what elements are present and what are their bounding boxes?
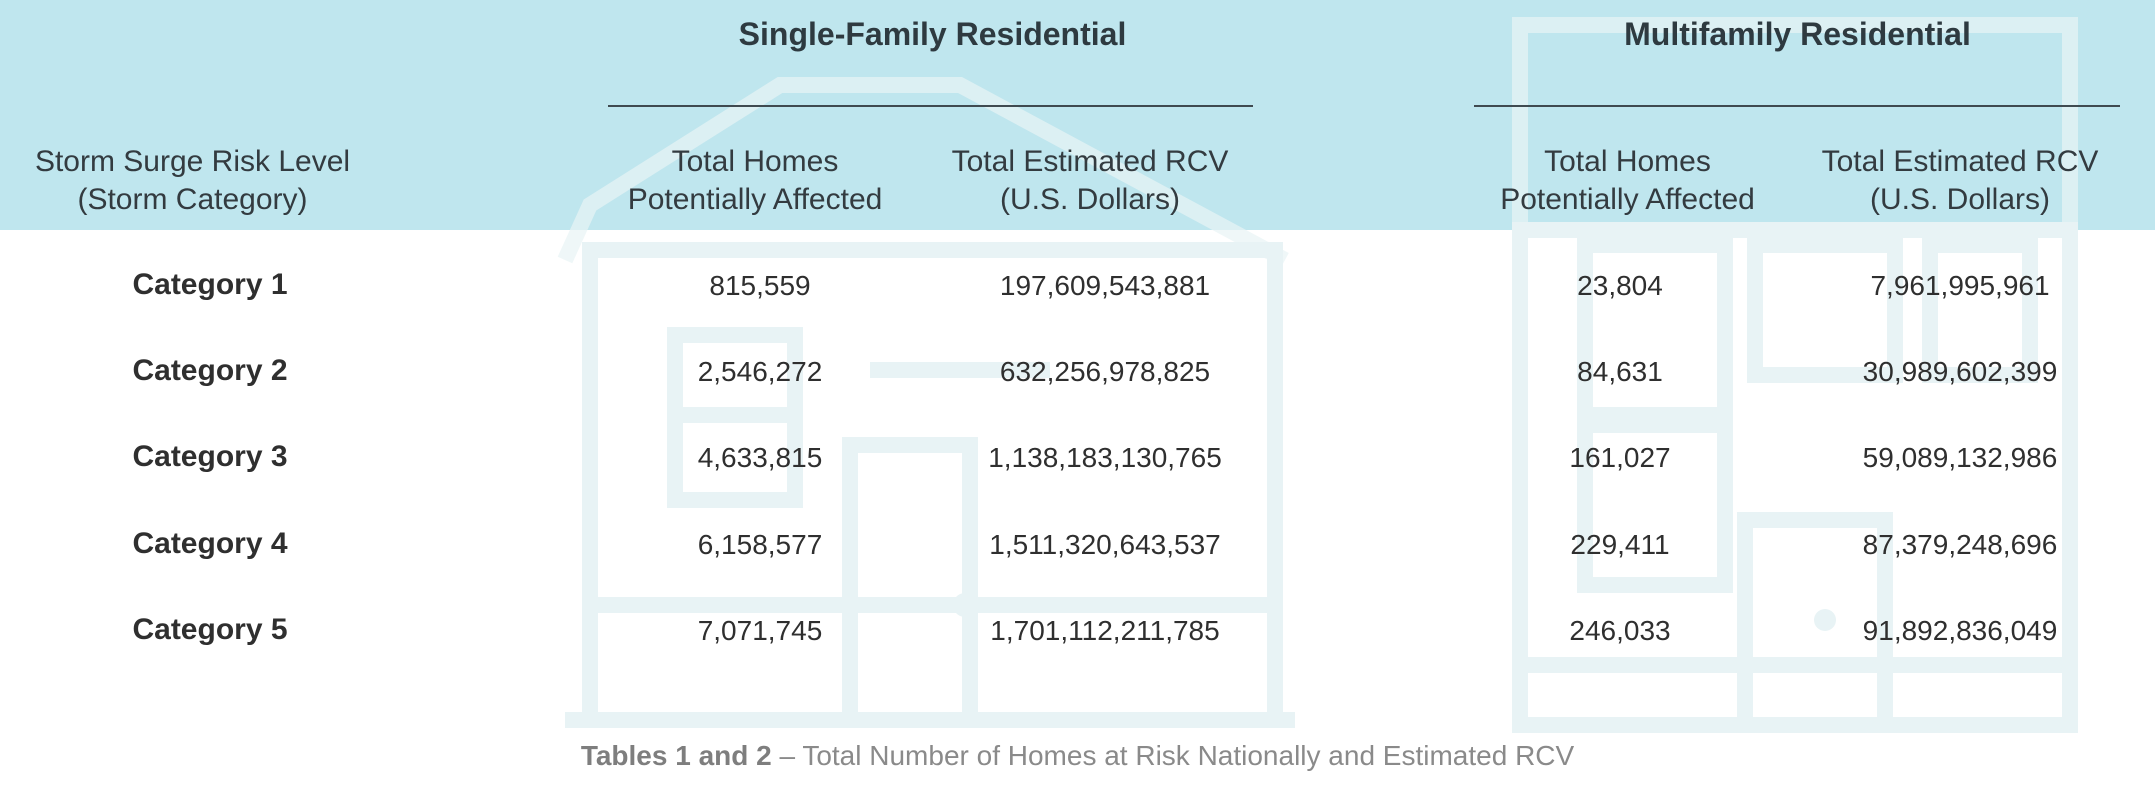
caption: Tables 1 and 2 – Total Number of Homes a… bbox=[0, 740, 2155, 772]
table-cell: 84,631 bbox=[1577, 356, 1663, 387]
table-cell: 87,379,248,696 bbox=[1862, 529, 2058, 560]
multifamily-house-illustration bbox=[1512, 17, 2078, 733]
table-cell: 23,804 bbox=[1577, 270, 1663, 301]
col-head-mf-homes: Total Homes Potentially Affected bbox=[1500, 145, 1755, 216]
row-label: Category 3 bbox=[132, 440, 288, 473]
table-cell: 30,989,602,399 bbox=[1862, 356, 2058, 387]
group-title-single-family: Single-Family Residential bbox=[738, 16, 1127, 52]
table-cell: 815,559 bbox=[709, 270, 811, 301]
table-cell: 59,089,132,986 bbox=[1862, 442, 2058, 473]
table-cell: 161,027 bbox=[1569, 442, 1671, 473]
table-cell: 4,633,815 bbox=[697, 442, 823, 473]
table-cell: 1,511,320,643,537 bbox=[989, 529, 1221, 560]
col-head-mf-rcv: Total Estimated RCV (U.S. Dollars) bbox=[1821, 145, 2099, 216]
table-cell: 632,256,978,825 bbox=[999, 356, 1211, 387]
table-cell: 6,158,577 bbox=[697, 529, 823, 560]
table-cell: 7,071,745 bbox=[697, 615, 823, 646]
header-band bbox=[0, 0, 2155, 230]
table-cell: 1,701,112,211,785 bbox=[990, 615, 1220, 646]
group-rule-multifamily bbox=[1474, 105, 2120, 107]
row-label: Category 4 bbox=[132, 527, 288, 560]
single-family-house-illustration bbox=[557, 77, 1295, 728]
row-label: Category 5 bbox=[132, 613, 288, 646]
group-rule-single-family bbox=[608, 105, 1253, 107]
row-label: Category 2 bbox=[132, 354, 288, 387]
caption-bold: Tables 1 and 2 bbox=[580, 740, 772, 771]
caption-text: – Total Number of Homes at Risk National… bbox=[771, 740, 1575, 771]
table-cell: 7,961,995,961 bbox=[1870, 270, 2050, 301]
col-head-sf-homes: Total Homes Potentially Affected bbox=[627, 145, 883, 216]
col-head-sf-rcv: Total Estimated RCV (U.S. Dollars) bbox=[951, 145, 1229, 216]
table-cell: 91,892,836,049 bbox=[1862, 615, 2058, 646]
row-header: Storm Surge Risk Level (Storm Category) bbox=[34, 145, 351, 216]
table-cell: 229,411 bbox=[1570, 529, 1670, 560]
table-cell: 197,609,543,881 bbox=[999, 270, 1211, 301]
table-cell: 246,033 bbox=[1569, 615, 1671, 646]
group-title-multifamily: Multifamily Residential bbox=[1624, 16, 1971, 52]
table-cell: 1,138,183,130,765 bbox=[988, 442, 1222, 473]
row-label: Category 1 bbox=[132, 268, 288, 301]
table-cell: 2,546,272 bbox=[697, 356, 823, 387]
